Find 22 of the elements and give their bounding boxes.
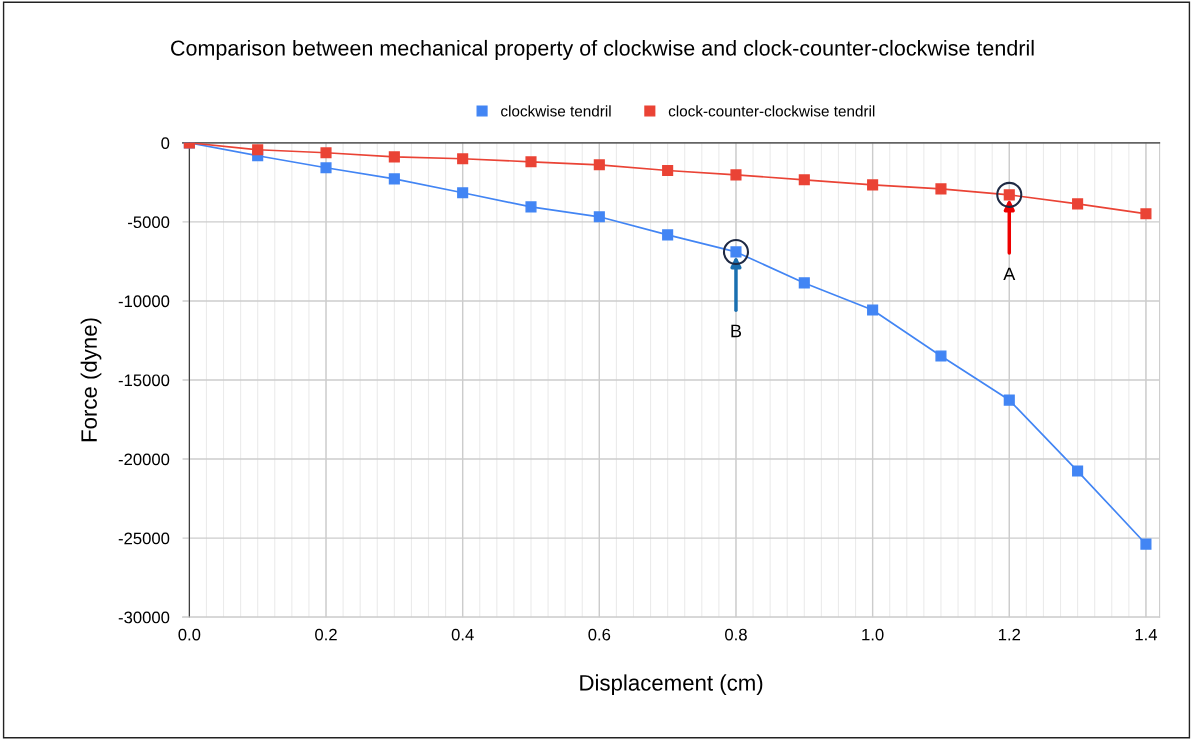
y-axis-title: Force (dyne) [80, 318, 102, 442]
y-tick-label: -10000 [118, 295, 170, 308]
x-tick-label: 1.2 [998, 628, 1021, 641]
x-tick-label: 0.2 [315, 628, 337, 641]
y-tick-label: -5000 [128, 216, 170, 229]
x-tick-label: 0.6 [588, 628, 611, 641]
y-tick-label: -15000 [118, 374, 170, 387]
x-tick-label: 0.0 [178, 628, 201, 641]
y-tick-label: -20000 [118, 453, 170, 466]
chart-title: Comparison between mechanical property of clockwise and clock-counter-clockwise tendril [171, 39, 1034, 60]
legend-label: clockwise tendril [501, 105, 611, 117]
x-tick-label: 0.8 [725, 628, 747, 641]
x-tick-label: 1.0 [862, 628, 884, 641]
x-axis-title: Displacement (cm) [580, 674, 763, 696]
annotation: A [1003, 267, 1016, 281]
annotation: B [731, 324, 742, 338]
x-tick-label: 0.4 [451, 628, 474, 641]
y-tick-label: -30000 [118, 611, 170, 624]
x-tick-label: 1.4 [1135, 628, 1158, 641]
legend-label: clock-counter-clockwise tendril [668, 105, 875, 117]
y-tick-label: 0 [161, 137, 170, 150]
y-tick-label: -25000 [118, 532, 170, 545]
